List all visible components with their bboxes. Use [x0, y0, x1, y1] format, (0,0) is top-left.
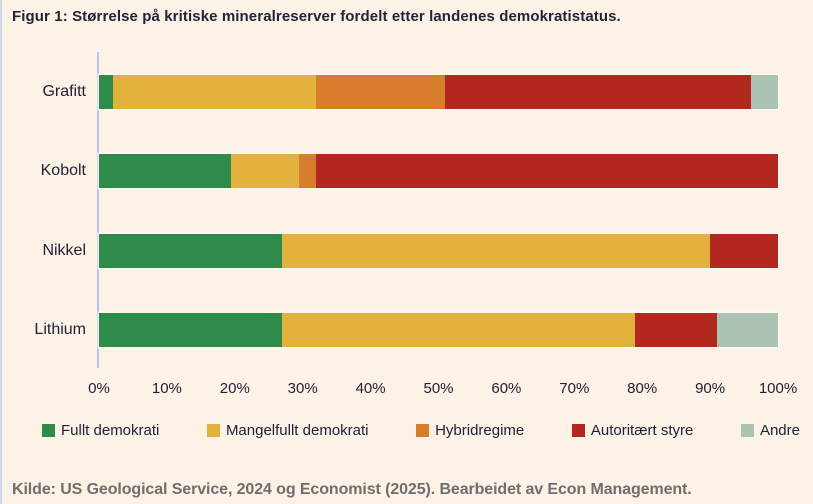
bar-segment — [99, 75, 113, 109]
x-tick-label: 30% — [287, 380, 318, 397]
legend-item: Fullt demokrati — [42, 422, 159, 439]
stacked-bar — [99, 154, 778, 189]
x-tick-label: 70% — [559, 380, 590, 397]
stacked-bar — [99, 75, 778, 109]
bar-row-lithium: Lithium — [2, 313, 813, 348]
bar-row-kobolt: Kobolt — [2, 154, 813, 189]
legend-item: Hybridregime — [416, 422, 524, 439]
bar-segment — [231, 154, 300, 189]
x-tick-label: 90% — [695, 380, 726, 397]
bar-segment — [282, 313, 636, 348]
bar-segment — [99, 233, 283, 268]
x-tick-label: 10% — [151, 380, 182, 397]
x-tick-label: 60% — [491, 380, 522, 397]
category-label: Lithium — [34, 321, 86, 339]
bar-segment — [299, 154, 317, 189]
legend-swatch-icon — [416, 423, 430, 437]
bar-segment — [316, 154, 778, 189]
bar-segment — [750, 75, 778, 109]
stacked-bar — [99, 313, 778, 348]
legend-label: Hybridregime — [435, 421, 525, 439]
bar-segment — [716, 313, 778, 348]
legend-label: Andre — [759, 421, 800, 439]
bar-segment — [445, 75, 751, 109]
category-label: Kobolt — [40, 162, 86, 180]
x-tick-label: 100% — [758, 380, 798, 397]
bar-segment — [316, 75, 446, 109]
stacked-bar — [99, 233, 778, 268]
bar-segment — [282, 233, 711, 268]
bar-segment — [635, 313, 717, 348]
bar-segment — [112, 75, 317, 109]
category-label: Nikkel — [42, 241, 86, 259]
x-tick-label: 0% — [88, 380, 110, 397]
legend-label: Mangelfullt demokrati — [225, 421, 369, 439]
bar-segment — [710, 233, 778, 268]
legend-swatch-icon — [571, 423, 585, 437]
bar-row-nikkel: Nikkel — [2, 233, 813, 268]
x-tick-label: 80% — [627, 380, 658, 397]
legend-swatch-icon — [42, 423, 55, 437]
legend-item: Mangelfullt demokrati — [206, 421, 369, 439]
bar-segment — [99, 154, 232, 189]
x-tick-label: 20% — [219, 380, 250, 397]
bar-row-grafitt: Grafitt — [2, 75, 813, 109]
legend-swatch-icon — [206, 423, 220, 437]
y-axis-line — [97, 52, 99, 368]
figure-title: Figur 1: Størrelse på kritiske mineralre… — [12, 8, 621, 25]
source-note: Kilde: US Geological Service, 2024 og Ec… — [12, 481, 692, 498]
chart-legend: Fullt demokrati Mangelfullt demokrati Hybr… — [42, 420, 800, 440]
legend-label: Fullt demokrati — [61, 421, 160, 439]
legend-item: Autoritært styre — [571, 421, 694, 439]
x-tick-label: 40% — [355, 380, 386, 397]
bar-segment — [99, 313, 283, 348]
legend-swatch-icon — [740, 423, 754, 437]
legend-label: Autoritært styre — [590, 421, 694, 439]
legend-item: Andre — [740, 421, 800, 439]
x-tick-label: 50% — [423, 380, 454, 397]
category-label: Grafitt — [42, 83, 86, 100]
chart-plot-area: Grafitt Kobolt Nikkel Lithium 0% 10% 20% 30% 40… — [2, 0, 813, 410]
